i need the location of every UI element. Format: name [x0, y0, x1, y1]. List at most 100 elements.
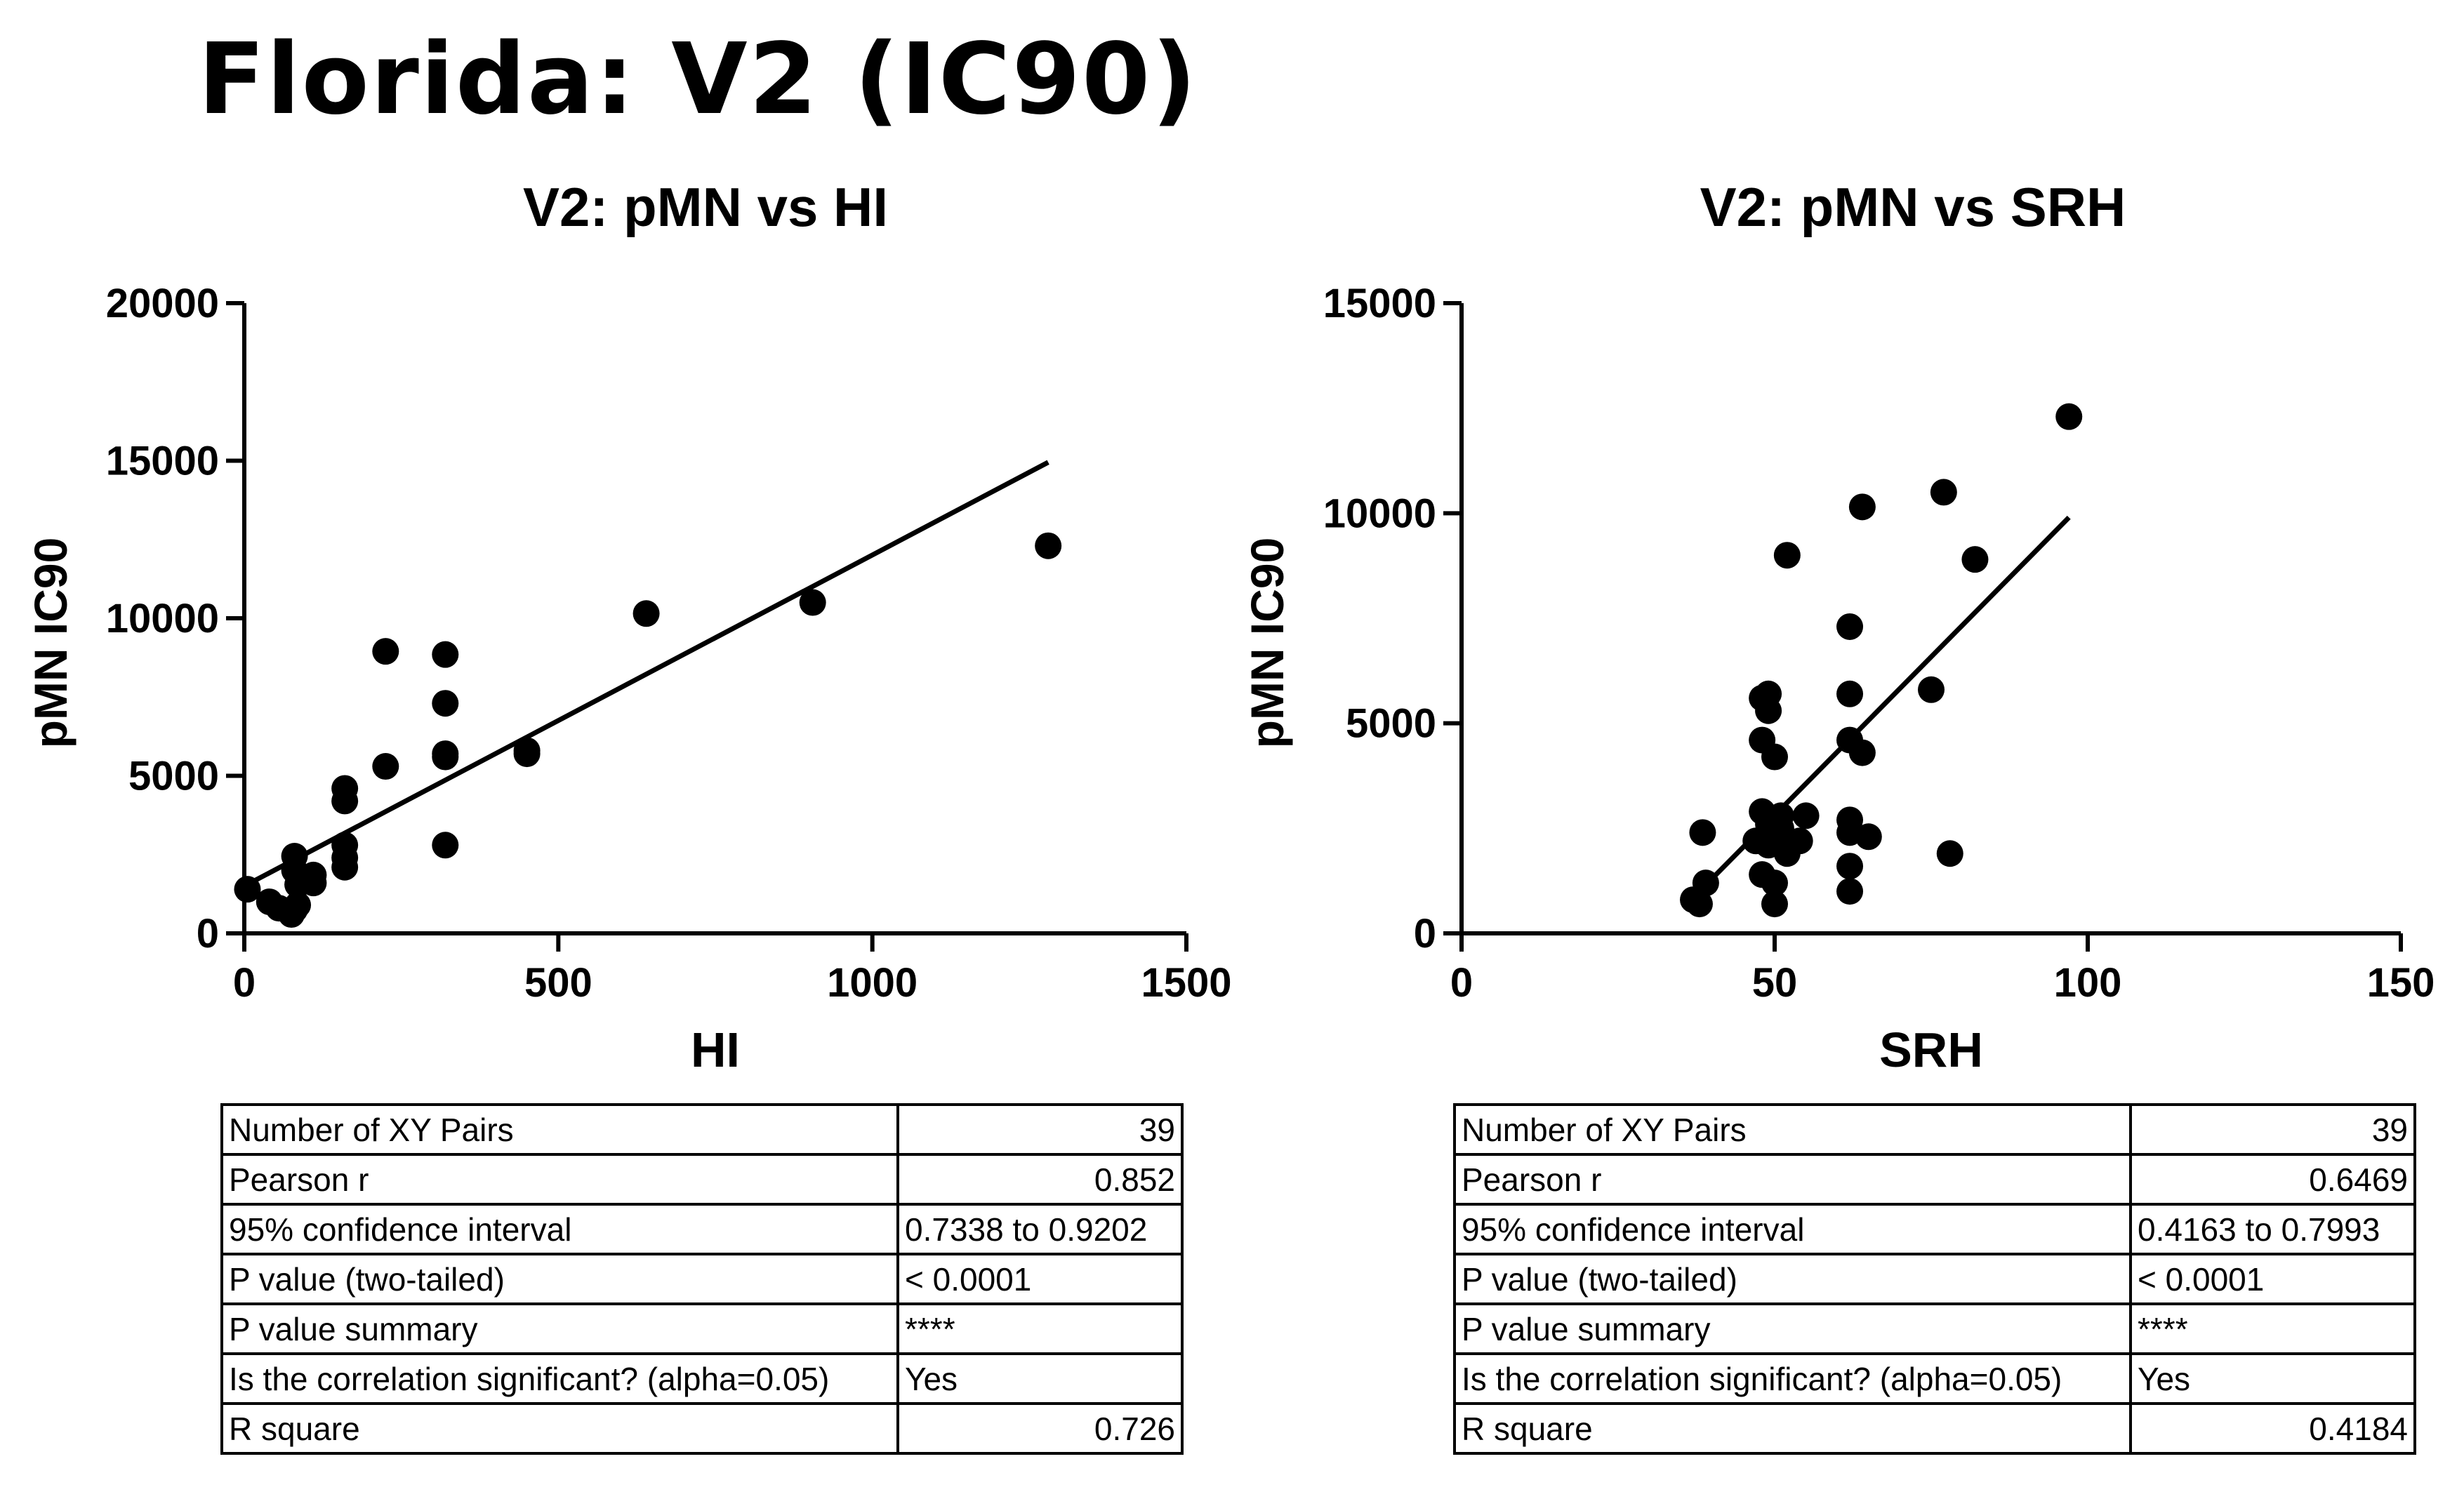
chart1-data-point	[331, 787, 359, 815]
stats-row: Pearson r 0.6469	[1453, 1153, 2416, 1206]
stats-label: Number of XY Pairs	[1453, 1103, 2132, 1156]
chart1-data-point	[331, 853, 359, 881]
chart1-data-point	[432, 743, 459, 771]
stats-row: 95% confidence interval 0.7338 to 0.9202	[220, 1203, 1184, 1255]
chart2-x-label: SRH	[1879, 1022, 1983, 1077]
chart1-data-point	[372, 638, 399, 665]
chart2-data-point	[1836, 613, 1864, 640]
chart2-data-point	[1836, 878, 1864, 905]
chart1-x-tick-label: 0	[233, 960, 256, 1006]
chart2-data-point	[1848, 739, 1876, 766]
stats-label: Is the correlation significant? (alpha=0…	[220, 1352, 899, 1405]
chart2-data-point	[1773, 542, 1801, 569]
chart2-x-tick-label: 50	[1752, 960, 1798, 1006]
stats-label: 95% confidence interval	[220, 1203, 899, 1255]
chart2-y-tick-label: 10000	[1323, 491, 1436, 536]
stats-table-srh: Number of XY Pairs 39 Pearson r 0.6469 95% c…	[1453, 1103, 2416, 1455]
chart2-data-point	[1918, 676, 1945, 703]
stats-label: P value (two-tailed)	[1453, 1253, 2132, 1305]
stats-label: R square	[1453, 1402, 2132, 1455]
stats-value: 0.726	[896, 1402, 1184, 1455]
chart1-y-tick-label: 20000	[106, 281, 219, 326]
stats-label: P value summary	[220, 1302, 899, 1355]
chart1-data-point	[1035, 532, 1062, 559]
stats-value: 0.4184	[2129, 1402, 2416, 1455]
stats-row: Number of XY Pairs 39	[1453, 1103, 2416, 1156]
chart2-data-point	[1961, 546, 1989, 573]
stats-row: Pearson r 0.852	[220, 1153, 1184, 1206]
stats-value: 39	[2129, 1103, 2416, 1156]
stats-row: R square 0.726	[220, 1402, 1184, 1455]
chart1-data-point	[284, 891, 312, 919]
chart1-data-point	[632, 600, 660, 627]
chart1-x-label: HI	[691, 1022, 740, 1077]
stats-value: 0.852	[896, 1153, 1184, 1206]
chart2-y-tick-label: 5000	[1346, 701, 1436, 747]
stats-label: R square	[220, 1402, 899, 1455]
stats-value: 0.4163 to 0.7993	[2129, 1203, 2416, 1255]
chart1-title: V2: pMN vs HI	[523, 176, 888, 238]
stats-label: Is the correlation significant? (alpha=0…	[1453, 1352, 2132, 1405]
stats-value: 39	[896, 1103, 1184, 1156]
chart2-data-point	[1936, 840, 1963, 867]
chart1-y-tick-label: 10000	[106, 596, 219, 641]
chart2-title: V2: pMN vs SRH	[1700, 176, 2126, 238]
chart1-data-point	[432, 641, 459, 668]
chart2-data-point	[1755, 697, 1782, 724]
chart1-x-tick-label: 1500	[1141, 960, 1231, 1006]
chart1-y-label: pMN IC90	[25, 538, 77, 749]
stats-row: Number of XY Pairs 39	[220, 1103, 1184, 1156]
chart1-data-point	[300, 869, 327, 897]
stats-label: Pearson r	[1453, 1153, 2132, 1206]
chart1-data-point	[432, 690, 459, 717]
chart2-data-point	[1792, 802, 1820, 829]
chart2-data-point	[1767, 802, 1794, 829]
chart1-y-tick-label: 0	[197, 911, 219, 957]
stats-row: P value (two-tailed) < 0.0001	[220, 1253, 1184, 1305]
chart1-x-tick-label: 500	[524, 960, 592, 1006]
chart2-x-tick-label: 0	[1450, 960, 1473, 1006]
chart1-y-tick-label: 15000	[106, 439, 219, 484]
chart2-data-point	[1692, 869, 1719, 897]
stats-value: < 0.0001	[2129, 1253, 2416, 1305]
chart2-data-point	[1836, 853, 1864, 880]
stats-label: P value (two-tailed)	[220, 1253, 899, 1305]
chart1-data-point	[513, 740, 541, 768]
chart1-data-point	[432, 832, 459, 859]
chart2-data-point	[1836, 680, 1864, 707]
stats-row: Is the correlation significant? (alpha=0…	[220, 1352, 1184, 1405]
stats-row: P value summary ****	[220, 1302, 1184, 1355]
chart2-data-point	[1930, 479, 1957, 506]
chart1-regression-line	[243, 460, 1049, 888]
stats-value: ****	[896, 1302, 1184, 1355]
chart2-y-tick-label: 15000	[1323, 281, 1436, 326]
chart2-data-point	[1761, 869, 1788, 897]
chart1-data-point	[799, 589, 826, 616]
chart2-x-tick-label: 100	[2054, 960, 2122, 1006]
stats-value: Yes	[896, 1352, 1184, 1405]
page-title: Florida: V2 (IC90)	[198, 22, 1198, 137]
chart2-y-label: pMN IC90	[1241, 538, 1293, 749]
chart-pmn-vs-srh: V2: pMN vs SRH 0 5000 10000 15000 0 50 100 150 SR…	[1241, 176, 2435, 1077]
stats-row: R square 0.4184	[1453, 1402, 2416, 1455]
chart1-y-tick-label: 5000	[128, 754, 219, 799]
chart2-data-point	[1761, 743, 1788, 771]
stats-value: Yes	[2129, 1352, 2416, 1405]
chart2-data-point	[1761, 891, 1788, 918]
stats-label: P value summary	[1453, 1302, 2132, 1355]
chart1-data-point	[372, 753, 399, 780]
stats-row: P value summary ****	[1453, 1302, 2416, 1355]
stats-value: 0.7338 to 0.9202	[896, 1203, 1184, 1255]
chart2-data-point	[1786, 827, 1813, 855]
chart1-data-point	[234, 876, 261, 903]
stats-label: 95% confidence interval	[1453, 1203, 2132, 1255]
stats-label: Number of XY Pairs	[220, 1103, 899, 1156]
chart2-data-point	[1848, 493, 1876, 521]
chart2-data-point	[1685, 891, 1713, 918]
stats-value: ****	[2129, 1302, 2416, 1355]
chart2-data-point	[1855, 823, 1882, 851]
chart2-data-point	[2055, 403, 2083, 430]
chart2-x-tick-label: 150	[2367, 960, 2435, 1006]
stats-value: < 0.0001	[896, 1253, 1184, 1305]
